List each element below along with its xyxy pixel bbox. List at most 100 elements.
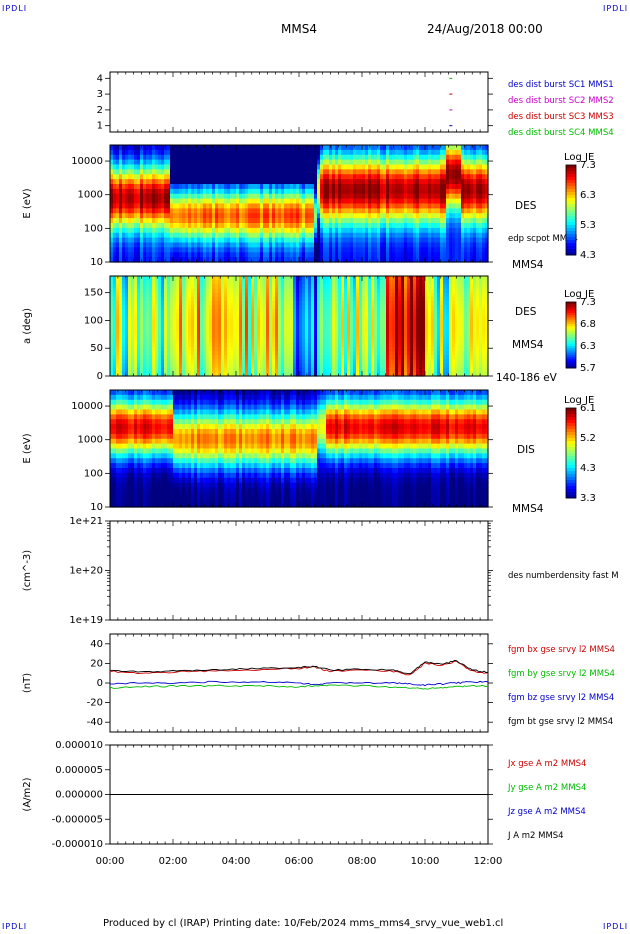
heatmap-cell	[170, 296, 174, 302]
colorbar-cell	[566, 213, 576, 217]
heatmap-cell	[431, 252, 435, 258]
heatmap-cell	[272, 359, 276, 365]
heatmap-cell	[155, 288, 159, 294]
heatmap-cell	[350, 218, 354, 224]
heatmap-cell	[308, 198, 312, 205]
heatmap-cell	[215, 292, 219, 298]
heatmap-cell	[227, 149, 231, 156]
heatmap-cell	[317, 301, 321, 306]
heatmap-cell	[137, 371, 141, 377]
heatmap-cell	[206, 257, 210, 263]
heatmap-cell	[374, 184, 378, 190]
des-energy-label: DES	[515, 200, 537, 212]
heatmap-cell	[185, 367, 189, 373]
heatmap-cell	[332, 203, 336, 209]
heatmap-cell	[233, 179, 237, 185]
heatmap-cell	[431, 188, 435, 195]
heatmap-cell	[209, 193, 213, 200]
heatmap-cell	[287, 154, 291, 161]
heatmap-cell	[233, 317, 237, 323]
heatmap-cell	[176, 252, 180, 258]
heatmap-cell	[482, 154, 486, 161]
heatmap-cell	[368, 184, 372, 190]
heatmap-cell	[308, 355, 312, 360]
heatmap-cell	[335, 223, 339, 229]
heatmap-cell	[254, 232, 258, 239]
heatmap-cell	[302, 288, 306, 294]
heatmap-cell	[419, 184, 423, 190]
heatmap-cell	[446, 252, 450, 258]
heatmap-cell	[119, 227, 123, 234]
heatmap-cell	[167, 188, 171, 195]
heatmap-cell	[338, 188, 342, 195]
heatmap-cell	[482, 232, 486, 239]
heatmap-cell	[131, 305, 135, 310]
heatmap-cell	[374, 179, 378, 185]
heatmap-cell	[365, 154, 369, 161]
heatmap-cell	[410, 188, 414, 195]
heatmap-cell	[215, 218, 219, 224]
heatmap-cell	[236, 305, 240, 310]
heatmap-cell	[281, 218, 285, 224]
heatmap-cell	[218, 208, 222, 214]
heatmap-cell	[206, 371, 210, 377]
heatmap-cell	[197, 174, 201, 180]
heatmap-cell	[152, 351, 156, 356]
heatmap-cell	[290, 174, 294, 180]
heatmap-cell	[254, 346, 258, 352]
heatmap-cell	[266, 351, 270, 356]
heatmap-cell	[326, 223, 330, 229]
heatmap-cell	[224, 184, 228, 190]
heatmap-cell	[113, 359, 117, 365]
heatmap-cell	[266, 326, 270, 331]
heatmap-cell	[164, 342, 168, 348]
heatmap-cell	[380, 223, 384, 229]
heatmap-cell	[224, 203, 228, 209]
heatmap-cell	[278, 149, 282, 156]
heatmap-cell	[215, 338, 219, 344]
heatmap-cell	[347, 188, 351, 195]
heatmap-cell	[482, 247, 486, 253]
heatmap-cell	[173, 371, 177, 377]
heatmap-cell	[179, 213, 183, 219]
heatmap-cell	[395, 164, 399, 170]
heatmap-cell	[206, 284, 210, 290]
heatmap-cell	[377, 227, 381, 234]
heatmap-cell	[458, 164, 462, 170]
heatmap-cell	[200, 242, 204, 248]
heatmap-cell	[392, 198, 396, 205]
heatmap-cell	[308, 288, 312, 294]
heatmap-cell	[137, 184, 141, 190]
heatmap-cell	[245, 330, 249, 335]
heatmap-cell	[425, 252, 429, 258]
heatmap-cell	[266, 154, 270, 161]
heatmap-cell	[146, 179, 150, 185]
heatmap-cell	[203, 242, 207, 248]
heatmap-cell	[125, 317, 129, 323]
heatmap-cell	[311, 288, 315, 294]
heatmap-cell	[233, 213, 237, 219]
heatmap-cell	[170, 330, 174, 335]
heatmap-cell	[218, 321, 222, 327]
heatmap-cell	[221, 292, 225, 298]
heatmap-cell	[314, 149, 318, 156]
heatmap-cell	[182, 280, 186, 285]
heatmap-cell	[212, 247, 216, 253]
heatmap-cell	[296, 309, 300, 315]
heatmap-cell	[143, 326, 147, 331]
heatmap-cell	[200, 145, 204, 151]
heatmap-cell	[167, 232, 171, 239]
heatmap-cell	[167, 280, 171, 285]
heatmap-cell	[317, 164, 321, 170]
heatmap-cell	[287, 334, 291, 340]
heatmap-cell	[155, 242, 159, 248]
heatmap-cell	[194, 309, 198, 315]
heatmap-cell	[194, 145, 198, 151]
heatmap-cell	[119, 169, 123, 175]
heatmap-cell	[416, 247, 420, 253]
heatmap-cell	[422, 208, 426, 214]
heatmap-cell	[251, 321, 255, 327]
heatmap-cell	[389, 149, 393, 156]
heatmap-cell	[257, 218, 261, 224]
heatmap-cell	[248, 145, 252, 151]
